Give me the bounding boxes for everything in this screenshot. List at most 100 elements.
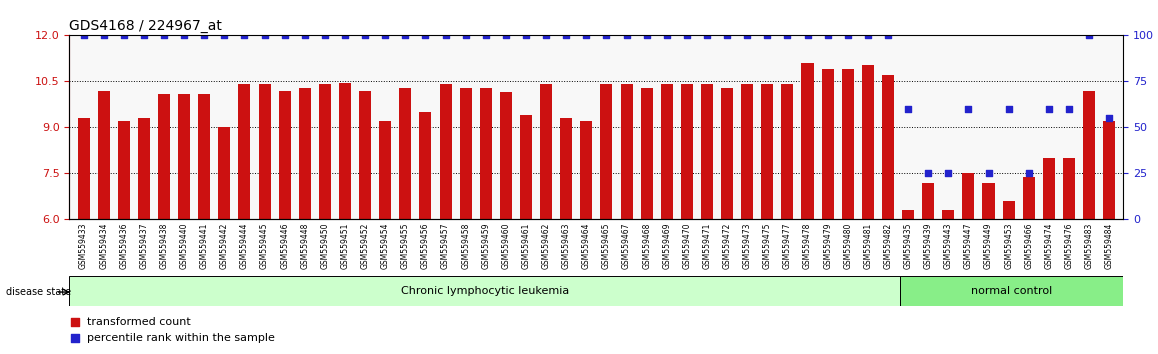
Bar: [520, 115, 532, 354]
Text: GSM559466: GSM559466: [1024, 222, 1033, 269]
Bar: [1023, 177, 1035, 354]
Text: GSM559472: GSM559472: [723, 222, 732, 269]
FancyBboxPatch shape: [69, 276, 900, 306]
Text: GSM559437: GSM559437: [139, 222, 148, 269]
Bar: [882, 75, 894, 354]
Bar: [943, 210, 954, 354]
Text: GSM559449: GSM559449: [984, 222, 994, 269]
Bar: [661, 85, 673, 354]
Bar: [1104, 121, 1115, 354]
Bar: [219, 127, 230, 354]
Bar: [460, 87, 471, 354]
Point: [276, 33, 294, 38]
Bar: [600, 85, 613, 354]
Point: [336, 33, 354, 38]
Bar: [922, 183, 935, 354]
Point: [959, 106, 977, 112]
Text: GSM559461: GSM559461: [521, 222, 530, 269]
Text: GSM559463: GSM559463: [562, 222, 571, 269]
Text: GSM559473: GSM559473: [742, 222, 752, 269]
Text: GSM559474: GSM559474: [1045, 222, 1054, 269]
Bar: [621, 85, 632, 354]
Text: GSM559484: GSM559484: [1105, 222, 1114, 269]
Bar: [560, 118, 572, 354]
Bar: [78, 118, 89, 354]
Text: GSM559464: GSM559464: [581, 222, 591, 269]
Point: [416, 33, 434, 38]
Point: [1079, 33, 1098, 38]
Point: [175, 33, 193, 38]
Bar: [822, 69, 834, 354]
Bar: [97, 91, 110, 354]
Point: [598, 33, 616, 38]
Point: [1100, 115, 1119, 121]
Text: GSM559476: GSM559476: [1064, 222, 1073, 269]
Text: GSM559441: GSM559441: [199, 222, 208, 269]
Bar: [318, 85, 331, 354]
Point: [95, 33, 113, 38]
Point: [497, 33, 515, 38]
Text: GSM559452: GSM559452: [360, 222, 369, 269]
Bar: [741, 85, 753, 354]
Text: GSM559448: GSM559448: [300, 222, 309, 269]
Text: GSM559455: GSM559455: [401, 222, 410, 269]
Bar: [299, 87, 310, 354]
Point: [778, 33, 797, 38]
Bar: [721, 87, 733, 354]
Point: [456, 33, 475, 38]
Point: [557, 33, 576, 38]
Text: percentile rank within the sample: percentile rank within the sample: [87, 333, 274, 343]
Point: [437, 33, 455, 38]
Text: GSM559450: GSM559450: [321, 222, 329, 269]
Text: normal control: normal control: [972, 286, 1053, 296]
Point: [939, 171, 958, 176]
Text: GSM559458: GSM559458: [461, 222, 470, 269]
Point: [155, 33, 174, 38]
Text: GSM559436: GSM559436: [119, 222, 129, 269]
Bar: [339, 83, 351, 354]
Point: [235, 33, 254, 38]
Bar: [862, 64, 874, 354]
Bar: [279, 91, 291, 354]
Bar: [440, 85, 452, 354]
Text: GSM559481: GSM559481: [864, 222, 872, 269]
Point: [798, 33, 816, 38]
Bar: [400, 87, 411, 354]
Point: [980, 171, 998, 176]
Text: GSM559470: GSM559470: [682, 222, 691, 269]
Point: [295, 33, 314, 38]
Point: [698, 33, 717, 38]
Text: GSM559467: GSM559467: [622, 222, 631, 269]
Text: GSM559468: GSM559468: [643, 222, 651, 269]
Text: GSM559453: GSM559453: [1004, 222, 1013, 269]
Point: [516, 33, 535, 38]
Point: [356, 33, 374, 38]
Point: [376, 33, 395, 38]
Text: GSM559480: GSM559480: [843, 222, 852, 269]
Point: [858, 33, 877, 38]
Text: GSM559435: GSM559435: [903, 222, 913, 269]
Text: GSM559483: GSM559483: [1085, 222, 1093, 269]
Point: [134, 33, 153, 38]
Bar: [500, 92, 512, 354]
Bar: [842, 69, 853, 354]
Point: [999, 106, 1018, 112]
Point: [637, 33, 655, 38]
Text: GSM559438: GSM559438: [160, 222, 169, 269]
Text: GSM559442: GSM559442: [220, 222, 229, 269]
Point: [879, 33, 897, 38]
Point: [1060, 106, 1078, 112]
Text: GSM559457: GSM559457: [441, 222, 450, 269]
Text: GSM559451: GSM559451: [340, 222, 350, 269]
Text: GSM559433: GSM559433: [79, 222, 88, 269]
FancyBboxPatch shape: [900, 276, 1123, 306]
Point: [537, 33, 556, 38]
Point: [316, 33, 335, 38]
Point: [899, 106, 917, 112]
Point: [255, 33, 273, 38]
Bar: [1083, 91, 1095, 354]
Text: GSM559445: GSM559445: [261, 222, 269, 269]
Bar: [379, 121, 391, 354]
Point: [476, 33, 494, 38]
Point: [617, 33, 636, 38]
